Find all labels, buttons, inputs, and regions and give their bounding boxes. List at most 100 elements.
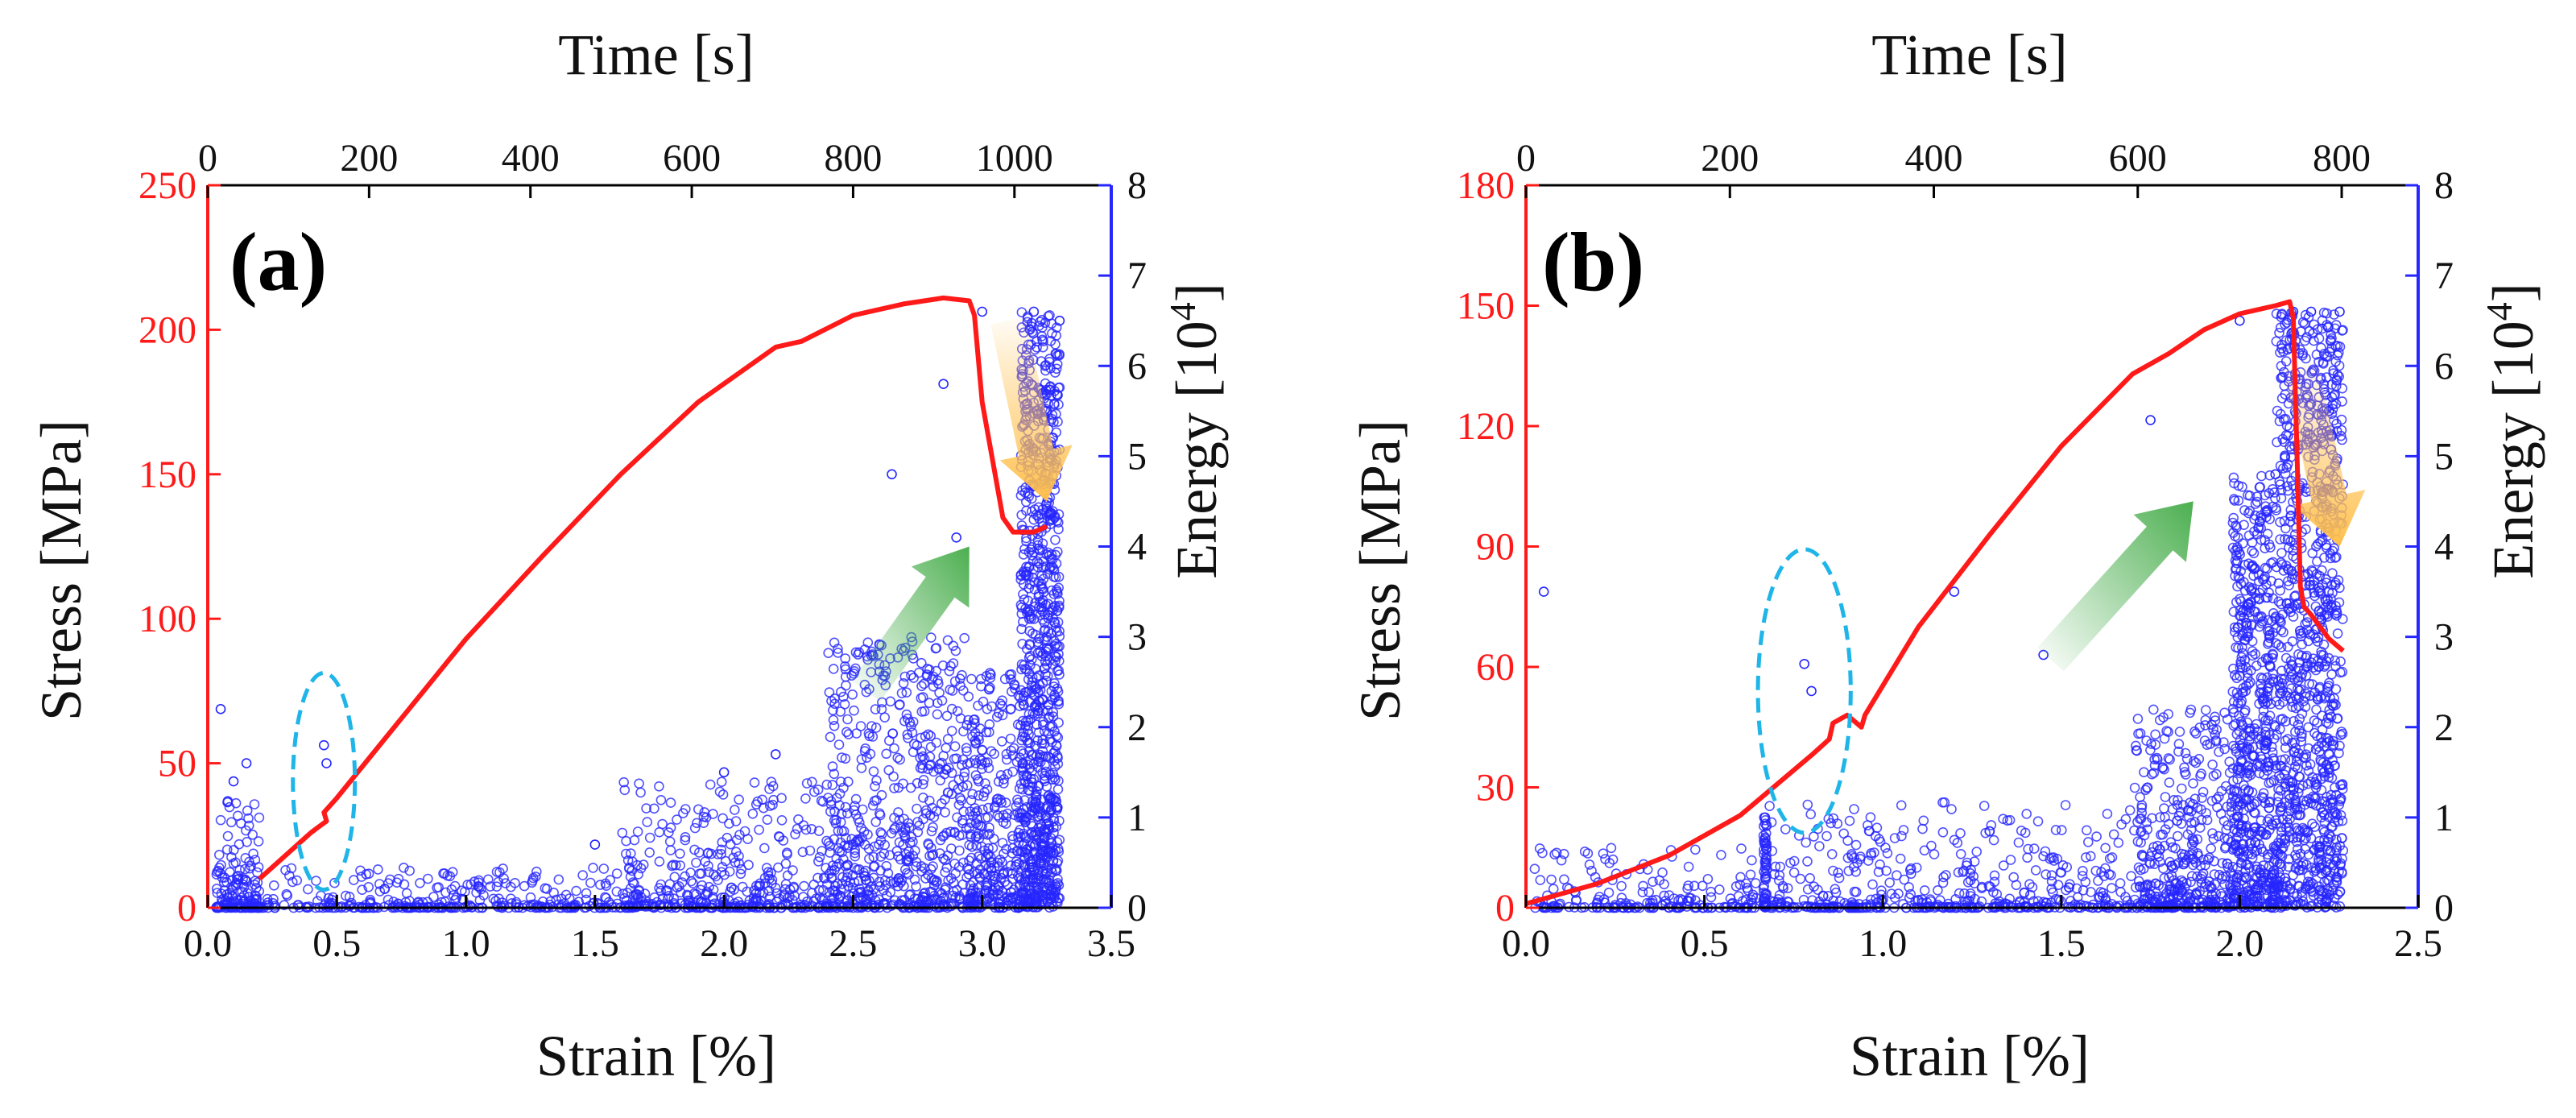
panel-a-energy-point	[934, 687, 945, 698]
panel-a-energy-point	[864, 890, 875, 901]
panel-a-energy-point	[862, 752, 872, 764]
panel-a-energy-point	[759, 843, 770, 854]
panel-a-energy-point	[926, 826, 937, 837]
panel-a-energy-point	[654, 826, 665, 838]
panel-a-energy-point	[623, 862, 635, 873]
panel-b-energy-point	[1849, 804, 1859, 814]
panel-b-energy-point	[2258, 793, 2269, 804]
panel-b-energy-point	[1737, 896, 1748, 906]
panel-b-energy-point	[2333, 816, 2344, 827]
panel-a-energy-point	[1019, 812, 1030, 823]
panel-b-energy-point	[1805, 873, 1815, 884]
panel-a-energy-point	[635, 787, 646, 798]
panel-b-energy-point	[2004, 893, 2015, 905]
panel-a-energy-point	[900, 825, 911, 835]
panel-b-energy-point	[2259, 769, 2269, 781]
panel-b-energy-point	[1805, 809, 1816, 820]
panel-a-energy-point	[766, 776, 777, 788]
panel-b-energy-point	[2251, 496, 2263, 507]
panel-b-energy-point	[2256, 672, 2267, 683]
panel-b-energy-point	[1895, 853, 1906, 864]
panel-a-energy-point	[357, 884, 368, 895]
panel-a-energy-point	[1017, 639, 1028, 649]
panel-a-energy-point	[226, 875, 238, 885]
panel-b-energy-point	[2247, 646, 2258, 656]
panel-b-energy-point	[2159, 892, 2170, 904]
panel-a-energy-point	[239, 863, 250, 875]
panel-b-energy-point	[2155, 812, 2165, 823]
panel-a-energy-point	[967, 731, 978, 742]
panel-b-energy-point	[1826, 818, 1836, 829]
panel-a-energy-point	[356, 872, 367, 882]
panel-b-energy-point	[2242, 717, 2253, 728]
panel-b-energy-point	[2309, 822, 2320, 832]
panel-a-energy-point	[1035, 749, 1045, 760]
panel-b-energy-point	[2165, 754, 2175, 765]
panel-a-energy-point	[230, 797, 242, 809]
panel-a-energy-point	[644, 847, 655, 858]
panel-b-energy-point	[1549, 849, 1560, 859]
panel-a-y2-tick-label: 2	[1127, 706, 1147, 749]
panel-b-energy-point	[2140, 887, 2151, 897]
panel-b-energy-point	[2252, 880, 2264, 890]
panel-a-energy-point	[868, 766, 879, 777]
panel-b-energy-point	[2231, 597, 2242, 607]
panel-b-energy-point	[1760, 833, 1771, 844]
panel-a-energy-point	[949, 741, 961, 752]
panel-b-energy-point	[2057, 825, 2067, 835]
panel-a-energy-point	[1017, 731, 1028, 742]
panel-a-energy-point	[887, 828, 897, 838]
panel-b-energy-point	[1929, 849, 1940, 859]
panel-a-energy-point	[870, 781, 880, 792]
panel-a-energy-point	[966, 842, 978, 852]
panel-a-energy-point	[816, 795, 827, 806]
panel-b-energy-point	[1834, 872, 1845, 884]
panel-a-x-tick-label: 3.5	[1087, 922, 1135, 965]
panel-a-energy-point	[871, 795, 882, 805]
panel-b-energy-point	[2184, 812, 2194, 822]
panel-a-energy-point	[1028, 514, 1040, 525]
panel-a-energy-point	[237, 886, 248, 897]
panel-b-energy-point	[1955, 828, 1966, 838]
panel-a-energy-point	[938, 379, 949, 389]
panel-a-energy-point	[965, 829, 976, 840]
panel-a-energy-point	[1021, 867, 1032, 879]
panel-a-energy-point	[243, 813, 254, 824]
panel-a-energy-point	[444, 871, 456, 882]
panel-b-energy-point	[2219, 743, 2230, 755]
panel-a-energy-point	[1052, 837, 1063, 847]
panel-a-x-title: Strain [%]	[536, 1024, 776, 1088]
panel-a-energy-point	[665, 822, 676, 833]
panel-a-x2-tick-label: 0	[198, 137, 217, 180]
panel-b-energy-point	[2154, 844, 2165, 855]
panel-b-energy-point	[2268, 756, 2280, 766]
panel-a-energy-point	[825, 847, 835, 858]
panel-b-energy-point	[2251, 491, 2263, 502]
panel-b-energy-point	[2229, 824, 2239, 834]
panel-b-energy-point	[2258, 735, 2269, 747]
panel-a-energy-point	[838, 826, 850, 837]
panel-a-energy-point	[908, 747, 919, 758]
panel-b-energy-point	[1736, 843, 1747, 854]
panel-b-energy-point	[2228, 900, 2239, 910]
panel-b-energy-point	[1882, 848, 1893, 859]
panel-b-energy-point	[1988, 887, 1999, 897]
panel-b-energy-point	[2189, 726, 2200, 737]
panel-a-energy-point	[859, 746, 870, 756]
panel-a-energy-point	[595, 880, 606, 890]
panel-a-energy-point	[825, 731, 836, 743]
panel-b-energy-point	[2104, 853, 2115, 864]
panel-b-energy-point	[2235, 611, 2245, 621]
panel-a-energy-point	[701, 886, 713, 897]
panel-b-energy-point	[2086, 851, 2096, 862]
panel-a-energy-point	[850, 647, 862, 658]
panel-b-energy-point	[2235, 698, 2247, 709]
panel-b-energy-point	[2264, 802, 2275, 814]
panel-b-energy-point	[1817, 890, 1829, 901]
panel-b-energy-point	[1780, 824, 1791, 834]
panel-a-x-tick-label: 3.0	[958, 922, 1007, 965]
panel-a-energy-point	[531, 866, 542, 877]
panel-a-energy-point	[506, 893, 516, 904]
panel-a-energy-point	[1037, 735, 1048, 746]
panel-a-energy-point	[619, 785, 631, 796]
